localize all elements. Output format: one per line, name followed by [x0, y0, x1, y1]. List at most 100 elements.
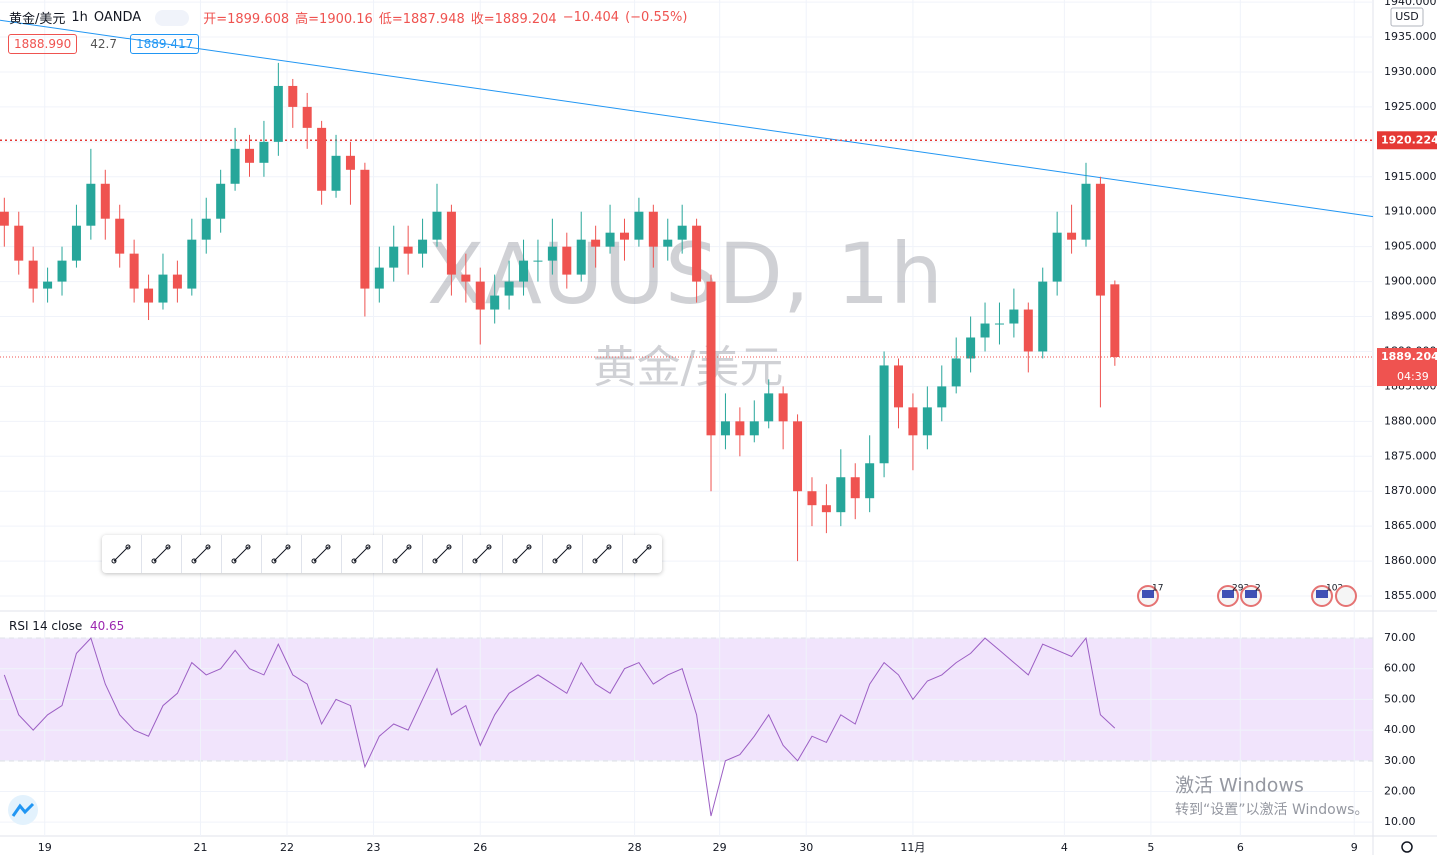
- tool-button[interactable]: [543, 535, 583, 573]
- candle-body: [605, 232, 615, 247]
- candle-body: [57, 260, 67, 282]
- tool-button[interactable]: [463, 535, 503, 573]
- y-tick-label: 1910.000: [1384, 205, 1437, 218]
- drawing-toolbar: [102, 535, 662, 573]
- tool-button[interactable]: [503, 535, 543, 573]
- spread: 42.7: [90, 37, 117, 51]
- y-tick-label: 1940.000: [1384, 0, 1437, 8]
- tool-icon: [111, 544, 131, 564]
- tool-icon: [271, 544, 291, 564]
- ohlc: 低=1887.948: [379, 8, 465, 27]
- candle-body: [71, 225, 81, 261]
- candle-body: [894, 365, 904, 408]
- x-tick-label: 6: [1237, 841, 1244, 854]
- candle-body: [951, 358, 961, 387]
- candle-body: [1081, 183, 1091, 240]
- x-tick-label: 4: [1061, 841, 1068, 854]
- change: −10.404: [562, 10, 620, 25]
- tool-button[interactable]: [302, 535, 343, 573]
- candle-body: [100, 183, 110, 219]
- rsi-line: [3, 636, 1116, 817]
- candle-body: [201, 218, 211, 240]
- tool-icon: [351, 544, 371, 564]
- candle-body: [807, 491, 817, 506]
- tool-button[interactable]: [623, 535, 662, 573]
- y-tick-label: 1925.000: [1384, 100, 1437, 113]
- alert-tag: [1377, 131, 1437, 150]
- tool-button[interactable]: [102, 535, 143, 573]
- y-tick-label: 1870.000: [1384, 484, 1437, 497]
- candle-body: [144, 288, 154, 303]
- candle-body: [706, 281, 716, 436]
- open: 1899.608: [227, 12, 290, 27]
- event-flag: [1245, 590, 1257, 598]
- tool-button[interactable]: [423, 535, 463, 573]
- candle-body: [908, 407, 918, 436]
- candle-body: [764, 393, 774, 422]
- candle-body: [360, 169, 370, 289]
- symbol: 黄金/美元: [9, 12, 66, 27]
- event-count: 102: [1326, 584, 1343, 594]
- y-tick-label: 1930.000: [1384, 65, 1437, 78]
- candle-body: [418, 239, 428, 254]
- candle-body: [980, 323, 990, 338]
- candle-body: [692, 225, 702, 282]
- tool-icon: [632, 544, 652, 564]
- candle-body: [533, 260, 543, 262]
- tool-icon: [512, 544, 532, 564]
- candle-body: [937, 386, 947, 408]
- quote-badges: 1888.990 42.7 1889.417: [8, 34, 200, 54]
- x-tick-label: 9: [1351, 841, 1358, 854]
- tool-button[interactable]: [142, 535, 183, 573]
- candle-body: [663, 239, 673, 247]
- x-tick-label: 29: [713, 841, 727, 854]
- y-tick-label: 1915.000: [1384, 170, 1437, 183]
- candle-body: [1009, 309, 1019, 324]
- tool-button[interactable]: [342, 535, 383, 573]
- x-tick-label: 23: [367, 841, 381, 854]
- candle-body: [1023, 309, 1033, 352]
- x-tick-label: 11月: [900, 841, 925, 854]
- ask[interactable]: 1889.417: [129, 34, 200, 54]
- candle-body: [562, 246, 572, 275]
- y-tick-label: 1875.000: [1384, 449, 1437, 462]
- candle-body: [591, 239, 601, 247]
- ohlc-label: 收=: [470, 12, 495, 27]
- y-tick-label: 1905.000: [1384, 240, 1437, 253]
- x-tick-label: 30: [799, 841, 813, 854]
- x-tick-label: 19: [38, 841, 52, 854]
- tool-button[interactable]: [262, 535, 303, 573]
- candle-body: [0, 211, 9, 226]
- status-pill[interactable]: [155, 9, 190, 26]
- tool-button[interactable]: [222, 535, 263, 573]
- bid[interactable]: 1888.990: [8, 34, 78, 54]
- candle-body: [172, 274, 182, 289]
- candle-body: [403, 246, 413, 254]
- x-tick-label: 28: [628, 841, 642, 854]
- y-tick-label: 1895.000: [1384, 310, 1437, 323]
- y-tick-label: 70.00: [1384, 631, 1416, 644]
- candle-body: [230, 148, 240, 184]
- candle-body: [187, 239, 197, 289]
- tool-button[interactable]: [383, 535, 423, 573]
- currency-label: USD: [1395, 10, 1419, 23]
- candle-body: [735, 421, 745, 436]
- tool-icon: [432, 544, 452, 564]
- windows-text: 转到“设置”以激活 Windows。: [1175, 801, 1368, 818]
- candle-body: [302, 106, 312, 128]
- candle-body: [158, 274, 168, 303]
- candle-body: [245, 148, 255, 163]
- candle-body: [1095, 183, 1105, 296]
- tool-button[interactable]: [182, 535, 223, 573]
- tool-button[interactable]: [583, 535, 624, 573]
- candle-body: [1067, 232, 1077, 240]
- low: 1887.948: [402, 12, 465, 27]
- event-count: 2: [1255, 584, 1261, 594]
- candle-body: [648, 211, 658, 247]
- y-tick-label: 1935.000: [1384, 30, 1437, 43]
- y-tick-label: 10.00: [1384, 815, 1416, 828]
- y-tick-label: 1900.000: [1384, 275, 1437, 288]
- y-tick-label: 1880.000: [1384, 414, 1437, 427]
- ohlc-label: 开=: [203, 12, 228, 27]
